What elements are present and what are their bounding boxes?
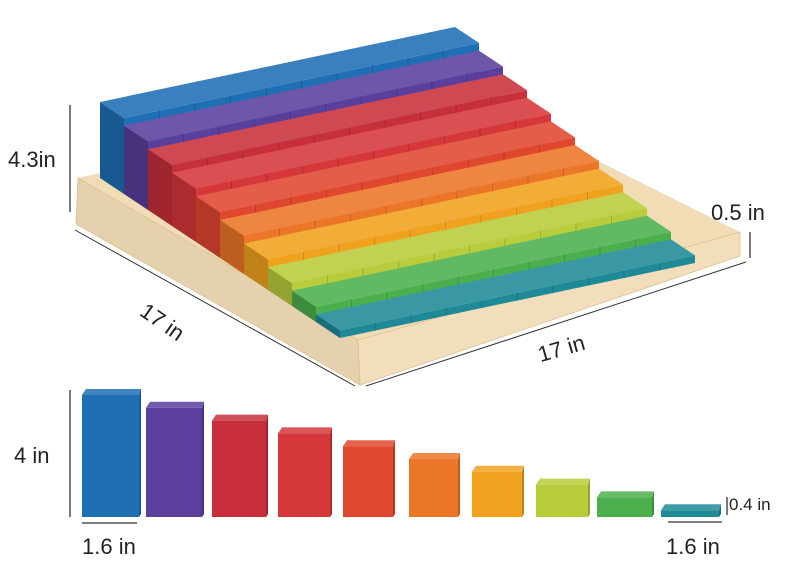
stair-row-top-10 — [316, 239, 695, 331]
stair-row-side-8 — [268, 267, 292, 306]
block-4-front — [278, 433, 330, 517]
block-4-side — [330, 427, 332, 517]
stair-row-top-6 — [220, 145, 599, 236]
right-side-dimension-line — [365, 261, 747, 387]
block-1-top — [82, 389, 141, 395]
block-8-top — [536, 478, 590, 485]
block-3-front — [212, 420, 266, 517]
tray-height-label: 4.3in — [8, 147, 56, 172]
block-10-front — [661, 510, 719, 517]
block-8-side — [588, 478, 590, 517]
stair-row-side-4 — [172, 172, 196, 242]
block-2-top — [146, 401, 204, 408]
rim-height-label: 0.5 in — [711, 200, 765, 225]
stair-row-top-9 — [292, 215, 671, 307]
block-2-front — [146, 407, 202, 517]
stair-row-top-3 — [148, 74, 527, 166]
block-5-top — [343, 440, 395, 447]
stair-row-top-2 — [124, 50, 503, 142]
stair-row-top-7 — [244, 168, 623, 260]
block-3-top — [212, 414, 268, 421]
block-6-front — [409, 459, 458, 517]
block-9-front — [597, 497, 652, 517]
stair-row-top-1 — [100, 27, 479, 118]
block-width-right-label: 1.6 in — [666, 534, 720, 559]
block-6-side — [458, 453, 460, 517]
stair-row-top-4 — [172, 97, 551, 189]
stair-row-side-7 — [244, 243, 268, 290]
block-5-front — [343, 446, 393, 517]
stair-row-top-8 — [268, 192, 647, 284]
block-8-front — [536, 484, 588, 517]
block-max-height-label: 4 in — [14, 443, 50, 468]
stair-row-side-9 — [292, 290, 316, 322]
block-10-top — [661, 504, 721, 511]
block-width-left-label: 1.6 in — [82, 534, 136, 559]
stair-row-side-3 — [148, 149, 172, 226]
stair-row-top-5 — [196, 121, 575, 213]
stair-row-side-10 — [316, 314, 340, 338]
block-3-side — [266, 414, 268, 517]
block-7-side — [522, 465, 524, 517]
stair-row-side-1 — [100, 102, 124, 194]
block-5-side — [393, 440, 395, 517]
left-side-dimension-line — [74, 229, 356, 387]
block-7-top — [472, 465, 524, 472]
block-2-side — [202, 401, 204, 517]
block-9-side — [652, 491, 654, 517]
block-min-height-label: 0.4 in — [729, 495, 771, 514]
block-4-top — [278, 427, 332, 434]
stair-row-side-2 — [124, 125, 148, 210]
block-10-side — [719, 504, 721, 517]
stair-row-side-6 — [220, 220, 244, 274]
block-1-front — [82, 395, 139, 517]
block-9-top — [597, 491, 654, 498]
block-7-front — [472, 471, 522, 517]
stair-row-side-5 — [196, 196, 220, 258]
block-1-side — [139, 389, 141, 517]
block-6-top — [409, 453, 460, 459]
